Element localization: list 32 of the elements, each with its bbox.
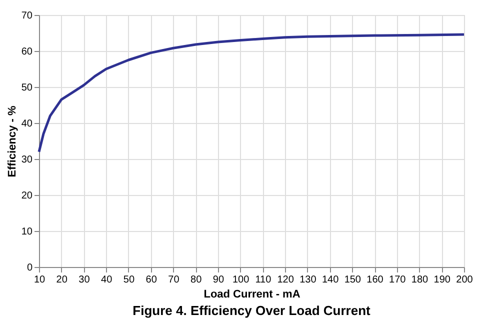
x-tick-label: 80	[190, 274, 202, 286]
x-tick-label: 200	[456, 274, 474, 286]
x-tick-label: 100	[232, 274, 250, 286]
x-tick-label: 170	[389, 274, 406, 286]
y-axis-title: Efficiency - %	[6, 106, 18, 178]
x-tick-label: 110	[255, 274, 272, 286]
text: Figure 4. Efficiency Over Load Current	[132, 303, 372, 318]
x-tick-label: 40	[101, 274, 113, 286]
x-tick-label: 30	[78, 274, 90, 286]
x-tick-label: 120	[277, 274, 294, 286]
x-tick-label: 60	[146, 274, 158, 286]
x-tick-label: 10	[34, 274, 46, 286]
x-tick-label: 150	[344, 274, 362, 286]
x-tick-label: 130	[300, 274, 317, 286]
x-axis-title: Load Current - mA	[204, 288, 300, 300]
x-tick-label: 180	[411, 274, 429, 286]
x-tick-label: 70	[168, 274, 180, 286]
x-tick-label: 90	[212, 274, 224, 286]
y-tick-label: 50	[21, 82, 33, 94]
x-tick-label: 20	[56, 274, 68, 286]
y-tick-label: 40	[21, 118, 33, 130]
x-tick-label: 160	[366, 274, 384, 286]
line-series	[38, 33, 466, 154]
y-tick-label: 20	[21, 190, 33, 202]
y-tick-label: 70	[21, 10, 33, 22]
y-tick-label: 30	[21, 154, 33, 166]
x-tick-label: 190	[434, 274, 451, 286]
y-tick-label: 60	[21, 46, 33, 58]
y-tick-label: 10	[21, 226, 33, 238]
x-tick-label: 50	[123, 274, 135, 286]
x-tick-label: 140	[322, 274, 340, 286]
y-tick-label: 0	[26, 262, 33, 274]
